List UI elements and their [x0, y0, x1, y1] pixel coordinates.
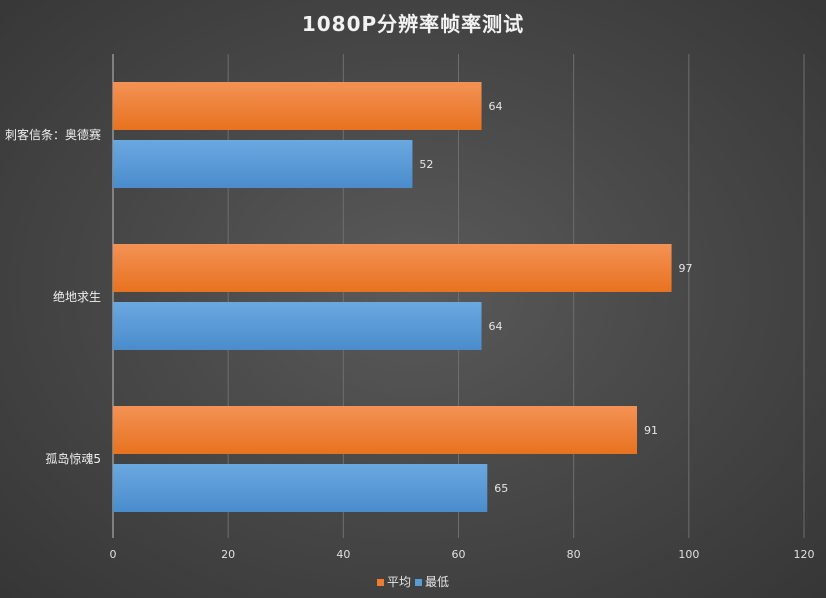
x-tick-label: 100 [678, 548, 699, 561]
bar [113, 244, 672, 292]
bar [113, 464, 488, 512]
x-tick-label: 0 [110, 548, 117, 561]
legend: 平均 最低 [0, 573, 826, 590]
x-tick-label: 120 [794, 548, 815, 561]
legend-label: 平均 [386, 575, 411, 589]
x-tick-label: 20 [221, 548, 235, 561]
legend-item: 平均 [376, 573, 411, 590]
data-label: 52 [419, 158, 433, 171]
bar [113, 406, 638, 454]
data-label: 97 [679, 262, 693, 275]
bar [113, 302, 482, 350]
legend-swatch [415, 579, 422, 586]
x-tick-label: 40 [336, 548, 350, 561]
bar [113, 140, 413, 188]
legend-label: 最低 [425, 575, 450, 589]
category-label: 绝地求生 [53, 289, 101, 304]
category-label: 孤岛惊魂5 [45, 451, 101, 466]
legend-swatch [376, 579, 384, 586]
x-tick-label: 60 [452, 548, 466, 561]
category-label: 刺客信条：奥德赛 [5, 127, 101, 142]
data-label: 91 [644, 424, 658, 437]
x-tick-label: 80 [567, 548, 581, 561]
bar [113, 82, 482, 130]
data-label: 64 [489, 100, 503, 113]
data-label: 64 [489, 320, 503, 333]
legend-item: 最低 [415, 573, 449, 590]
chart-title: 1080P分辨率帧率测试 [301, 12, 525, 36]
data-label: 65 [494, 482, 508, 495]
